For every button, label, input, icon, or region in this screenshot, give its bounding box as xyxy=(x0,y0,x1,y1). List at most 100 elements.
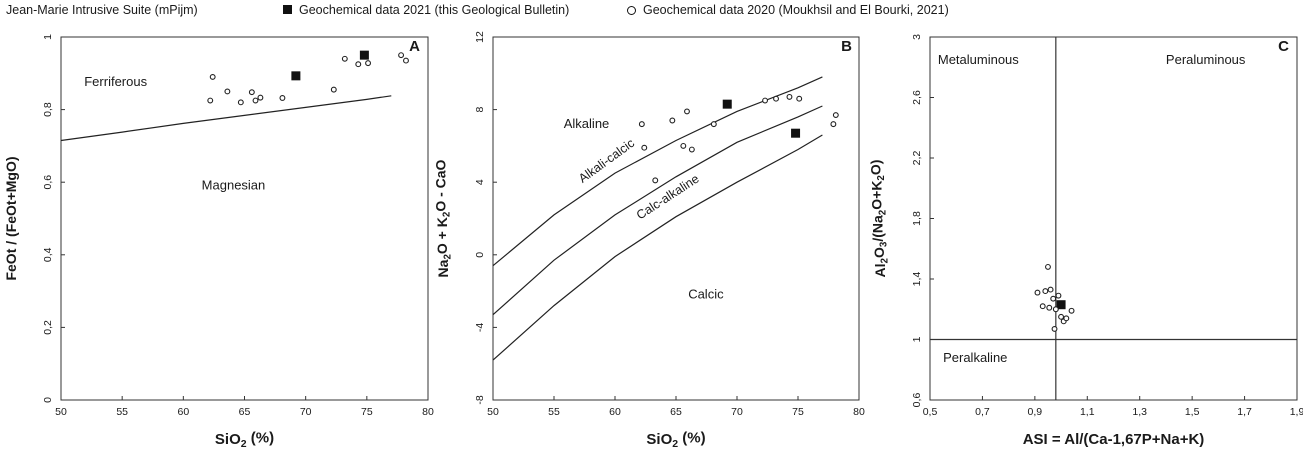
field-label: Magnesian xyxy=(202,177,266,192)
x-axis-title: SiO2​ (%) xyxy=(215,430,274,450)
data-point-2020 xyxy=(762,97,769,104)
data-point-2020 xyxy=(341,55,348,62)
data-point-2020 xyxy=(365,60,372,67)
data-point-2020 xyxy=(1046,304,1053,311)
data-point-2020 xyxy=(398,52,405,59)
x-tick-label: 1,9 xyxy=(1290,406,1303,418)
plot-frame xyxy=(60,36,429,401)
field-label: Calcic xyxy=(688,286,724,301)
plot-frame xyxy=(929,36,1298,401)
x-tick-label: 75 xyxy=(792,406,804,418)
x-tick-label: 55 xyxy=(548,406,560,418)
data-point-2020 xyxy=(237,99,244,106)
y-tick-label: 8 xyxy=(474,107,486,113)
data-point-2020 xyxy=(252,97,259,104)
x-tick-label: 0,9 xyxy=(1028,406,1043,418)
boundary-curve xyxy=(60,95,392,142)
y-tick-label: 1,4 xyxy=(911,272,923,287)
y-tick-label: 1,8 xyxy=(911,211,923,226)
x-tick-label: 80 xyxy=(853,406,865,418)
data-point-2021 xyxy=(291,71,301,81)
boundary-curve xyxy=(492,105,823,316)
y-axis-title: FeOt / (FeOt+MgO) xyxy=(3,156,19,280)
data-point-2020 xyxy=(1042,288,1049,295)
data-point-2021 xyxy=(1056,300,1066,310)
legend-data-2020-label: Geochemical data 2020 (Moukhsil and El B… xyxy=(643,3,949,17)
y-tick-label: 2,2 xyxy=(911,151,923,166)
filled-square-marker-icon xyxy=(283,5,292,14)
data-point-2020 xyxy=(257,94,264,101)
data-point-2020 xyxy=(832,112,839,118)
field-label: Peraluminous xyxy=(1166,52,1246,67)
panel-label: A xyxy=(409,38,420,55)
y-tick-label: 12 xyxy=(474,31,486,43)
data-point-2020 xyxy=(279,95,286,101)
y-tick-label: 0,6 xyxy=(911,393,923,408)
legend-data-2021-label: Geochemical data 2021 (this Geological B… xyxy=(299,3,570,17)
data-point-2020 xyxy=(1063,315,1070,322)
data-point-2020 xyxy=(652,177,659,184)
y-tick-label: 0,4 xyxy=(42,247,54,262)
x-tick-label: 55 xyxy=(116,406,128,418)
y-tick-label: 4 xyxy=(474,179,486,185)
x-tick-label: 1,3 xyxy=(1132,406,1147,418)
y-tick-label: 2,6 xyxy=(911,90,923,105)
x-tick-label: 75 xyxy=(361,406,373,418)
y-axis-title: Al2​O3​/(Na2​O+K2​O) xyxy=(867,160,890,278)
y-tick-label: 0 xyxy=(42,397,54,403)
data-point-2020 xyxy=(669,117,676,124)
data-point-2020 xyxy=(830,121,837,128)
y-tick-label: 1 xyxy=(42,34,54,40)
chart-panel-c: 0,5 0,7 0,9 1,1 1,3 1,5 1,7 1,9 0,6 1 1,4 1,8 2,2 2,6… xyxy=(867,34,1303,448)
x-tick-label: 1,1 xyxy=(1080,406,1095,418)
data-point-2020 xyxy=(684,108,690,115)
data-point-2020 xyxy=(1047,286,1054,293)
data-point-2020 xyxy=(680,142,687,149)
data-point-2020 xyxy=(248,89,255,96)
data-point-2020 xyxy=(638,121,645,128)
plot-frame xyxy=(492,36,860,401)
field-label: Alkaline xyxy=(564,116,610,131)
y-tick-label: 1 xyxy=(911,336,923,342)
legend-suite: Jean-Marie Intrusive Suite (mPijm) xyxy=(6,3,198,17)
data-point-2020 xyxy=(1058,313,1065,320)
x-tick-label: 50 xyxy=(487,406,499,418)
data-point-2020 xyxy=(1050,295,1057,302)
data-point-2021 xyxy=(791,128,801,138)
x-tick-label: 70 xyxy=(300,406,312,418)
legend-data-2021: Geochemical data 2021 (this Geological B… xyxy=(283,3,569,17)
y-tick-label: 0,8 xyxy=(42,102,54,117)
panel-label: B xyxy=(841,38,852,55)
boundary-curve xyxy=(492,134,823,361)
data-point-2020 xyxy=(1034,289,1041,296)
x-axis-title: ASI = Al/(Ca-1,67P+Na+K) xyxy=(1023,431,1205,448)
y-tick-label: 0,2 xyxy=(42,320,54,335)
y-tick-label: -4 xyxy=(474,323,486,332)
data-point-2020 xyxy=(224,88,231,95)
x-tick-label: 80 xyxy=(422,406,434,418)
x-tick-label: 60 xyxy=(609,406,621,418)
field-label: Metaluminous xyxy=(938,52,1019,67)
y-tick-label: 0 xyxy=(474,252,486,258)
y-tick-label: -8 xyxy=(474,395,486,404)
x-tick-label: 60 xyxy=(177,406,189,418)
data-point-2020 xyxy=(1052,306,1059,313)
data-point-2020 xyxy=(1055,292,1062,299)
y-tick-label: 0,6 xyxy=(42,175,54,190)
data-point-2020 xyxy=(710,121,717,128)
x-tick-label: 65 xyxy=(239,406,251,418)
data-point-2020 xyxy=(207,97,214,104)
data-point-2020 xyxy=(1051,325,1058,332)
data-point-2020 xyxy=(403,57,409,64)
data-point-2020 xyxy=(773,95,779,102)
x-tick-label: 70 xyxy=(731,406,743,418)
x-tick-label: 1,7 xyxy=(1237,406,1252,418)
data-point-2020 xyxy=(786,93,793,100)
x-tick-label: 1,5 xyxy=(1185,406,1200,418)
data-point-2020 xyxy=(688,146,695,153)
field-label: Ferriferous xyxy=(84,74,147,89)
legend-suite-label: Jean-Marie Intrusive Suite (mPijm) xyxy=(6,3,198,17)
data-point-2021 xyxy=(359,50,369,60)
data-point-2020 xyxy=(1039,303,1046,310)
x-tick-label: 50 xyxy=(55,406,67,418)
